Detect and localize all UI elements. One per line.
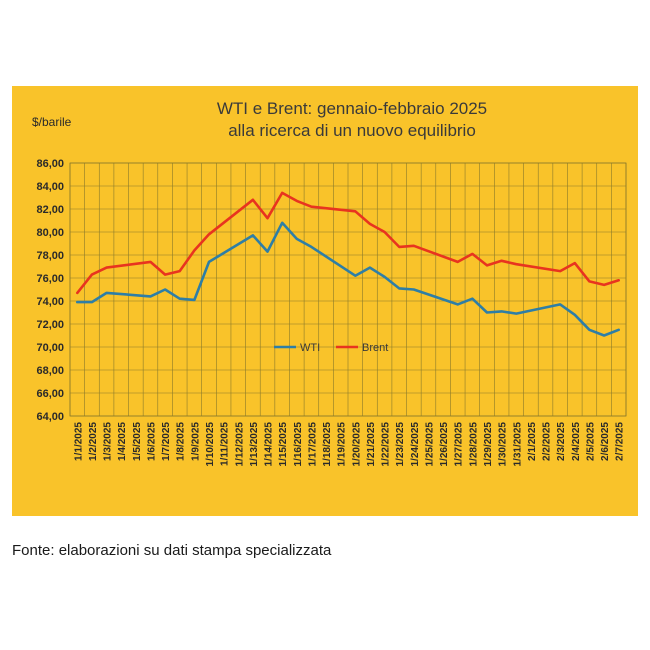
chart-title-line: alla ricerca di un nuovo equilibrio xyxy=(228,121,476,140)
x-tick-label: 1/8/2025 xyxy=(176,422,187,461)
x-axis-ticks: 1/1/2025 1/2/2025 1/3/2025 1/4/2025 1/5/2025… xyxy=(73,422,625,467)
series-lines xyxy=(76,191,621,337)
x-tick-label: 1/29/2025 xyxy=(483,422,494,467)
y-tick-label: 76,00 xyxy=(36,273,64,285)
y-tick-label: 66,00 xyxy=(36,388,64,400)
x-tick-label: 1/1/2025 xyxy=(73,422,84,461)
y-tick-label: 80,00 xyxy=(36,227,64,239)
legend-label-wti: WTI xyxy=(300,342,320,354)
x-tick-label: 2/3/2025 xyxy=(556,422,567,461)
x-tick-label: 2/5/2025 xyxy=(585,422,596,461)
legend: WTI Brent xyxy=(274,342,388,354)
y-tick-label: 84,00 xyxy=(36,181,64,193)
x-tick-label: 2/4/2025 xyxy=(571,422,582,461)
x-tick-label: 1/14/2025 xyxy=(264,422,275,467)
source-note: Fonte: elaborazioni su dati stampa speci… xyxy=(12,542,332,559)
x-tick-label: 2/7/2025 xyxy=(615,422,626,461)
x-tick-label: 1/5/2025 xyxy=(132,422,143,461)
x-tick-label: 1/26/2025 xyxy=(439,422,450,467)
x-tick-label: 1/10/2025 xyxy=(205,422,216,467)
x-tick-label: 1/23/2025 xyxy=(395,422,406,467)
y-tick-label: 68,00 xyxy=(36,365,64,377)
y-axis-ticks: 86,00 84,00 82,00 80,00 78,00 76,00 74,00 72,00… xyxy=(36,158,64,423)
x-tick-label: 1/15/2025 xyxy=(278,422,289,467)
x-tick-label: 1/21/2025 xyxy=(366,422,377,467)
x-tick-label: 1/13/2025 xyxy=(249,422,260,467)
x-tick-label: 1/17/2025 xyxy=(307,422,318,467)
legend-label-brent: Brent xyxy=(362,342,388,354)
x-tick-label: 1/3/2025 xyxy=(103,422,114,461)
y-tick-label: 82,00 xyxy=(36,204,64,216)
x-tick-label: 1/31/2025 xyxy=(512,422,523,467)
y-tick-label: 86,00 xyxy=(36,158,64,170)
y-tick-label: 78,00 xyxy=(36,250,64,262)
x-tick-label: 1/7/2025 xyxy=(161,422,172,461)
x-tick-label: 1/16/2025 xyxy=(293,422,304,467)
chart-panel: WTI e Brent: gennaio-febbraio 2025 alla r… xyxy=(12,86,638,516)
x-tick-label: 1/12/2025 xyxy=(234,422,245,467)
x-tick-label: 2/6/2025 xyxy=(600,422,611,461)
chart-title-line: WTI e Brent: gennaio-febbraio 2025 xyxy=(217,99,487,118)
x-tick-label: 1/6/2025 xyxy=(146,422,157,461)
x-tick-label: 1/19/2025 xyxy=(337,422,348,467)
x-tick-label: 2/1/2025 xyxy=(527,422,538,461)
x-tick-label: 1/4/2025 xyxy=(117,422,128,461)
series-line-wti xyxy=(76,221,621,337)
chart-title: WTI e Brent: gennaio-febbraio 2025 alla r… xyxy=(217,99,487,140)
x-tick-label: 1/30/2025 xyxy=(498,422,509,467)
y-tick-label: 64,00 xyxy=(36,411,64,423)
x-tick-label: 2/2/2025 xyxy=(542,422,553,461)
y-tick-label: 70,00 xyxy=(36,342,64,354)
series-line-brent xyxy=(76,191,621,295)
y-tick-label: 74,00 xyxy=(36,296,64,308)
x-tick-label: 1/18/2025 xyxy=(322,422,333,467)
x-tick-label: 1/11/2025 xyxy=(220,422,231,466)
chart-grid xyxy=(69,162,627,417)
line-chart: WTI e Brent: gennaio-febbraio 2025 alla r… xyxy=(32,99,627,467)
y-axis-unit-label: $/barile xyxy=(32,115,72,129)
y-tick-label: 72,00 xyxy=(36,319,64,331)
x-tick-label: 1/9/2025 xyxy=(190,422,201,461)
x-tick-label: 1/22/2025 xyxy=(381,422,392,467)
x-tick-label: 1/28/2025 xyxy=(468,422,479,467)
x-tick-label: 1/20/2025 xyxy=(351,422,362,467)
x-tick-label: 1/27/2025 xyxy=(454,422,465,467)
x-tick-label: 1/25/2025 xyxy=(424,422,435,467)
x-tick-label: 1/24/2025 xyxy=(410,422,421,467)
x-tick-label: 1/2/2025 xyxy=(88,422,99,461)
